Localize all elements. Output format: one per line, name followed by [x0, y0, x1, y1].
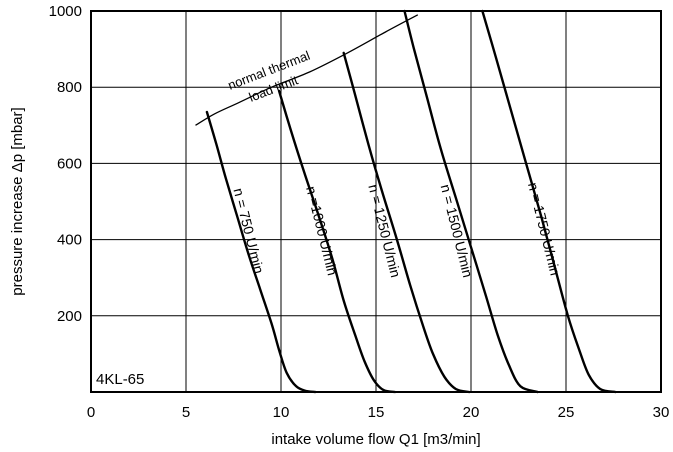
- y-axis-title: pressure increase Δp [mbar]: [9, 107, 26, 295]
- series-label: n = 750 U/min: [230, 186, 267, 275]
- series-line: [342, 51, 471, 394]
- series-label: n = 1250 U/min: [365, 183, 404, 279]
- tick-labels: 0 5 10 15 20 25 30 200 400 600 800 1000: [49, 3, 670, 421]
- plot-frame: [90, 10, 662, 393]
- model-label: 4KL-65: [96, 371, 144, 388]
- x-tick-label: 15: [368, 404, 385, 421]
- x-tick-label: 10: [273, 404, 290, 421]
- grid-lines: [91, 11, 661, 392]
- series-label: n =1000 U/min: [303, 184, 341, 277]
- x-tick-label: 30: [653, 404, 670, 421]
- x-tick-label: 5: [182, 404, 190, 421]
- series-label: n = 1500 U/min: [438, 183, 477, 279]
- series-line: [277, 89, 397, 394]
- y-tick-label: 600: [57, 155, 82, 172]
- y-tick-label: 400: [57, 232, 82, 249]
- x-tick-label: 0: [87, 404, 95, 421]
- series-line: [205, 110, 317, 394]
- x-tick-label: 20: [463, 404, 480, 421]
- series-line: [481, 9, 617, 394]
- series-line: [403, 9, 539, 394]
- y-tick-label: 1000: [49, 3, 82, 20]
- y-tick-label: 200: [57, 308, 82, 325]
- series-label: n = 1750 U/min: [525, 181, 564, 277]
- x-tick-label: 25: [558, 404, 575, 421]
- y-tick-label: 800: [57, 79, 82, 96]
- x-axis-title: intake volume flow Q1 [m3/min]: [271, 431, 480, 448]
- thermal-limit-line: [195, 14, 419, 126]
